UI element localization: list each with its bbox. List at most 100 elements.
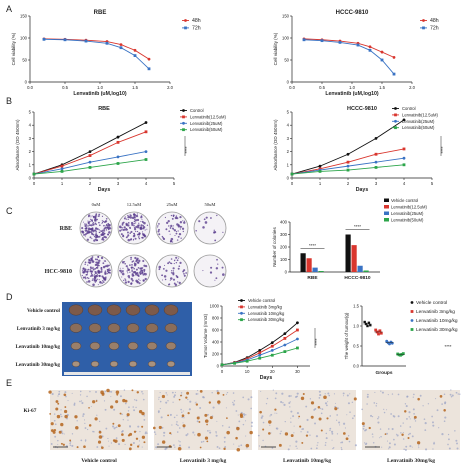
- colony-dot: [176, 239, 179, 241]
- colony-dot: [108, 267, 110, 269]
- colony-dot: [95, 213, 98, 215]
- nucleus-dot: [129, 425, 131, 428]
- nucleus-dot: [362, 427, 365, 430]
- nucleus-dot: [215, 434, 218, 437]
- colony-dot: [180, 237, 182, 239]
- colony-dot: [164, 264, 166, 266]
- nucleus-dot: [383, 408, 385, 410]
- colony-dot: [140, 216, 143, 219]
- colony-dot: [137, 236, 140, 238]
- nucleus-dot: [374, 391, 376, 393]
- stained-nucleus: [268, 432, 271, 435]
- row-label: HCC-9810: [45, 269, 72, 275]
- colony-dot: [175, 231, 178, 233]
- colony-dot: [209, 271, 213, 274]
- nucleus-dot: [450, 395, 453, 398]
- nucleus-dot: [122, 419, 124, 421]
- ihc-image: [362, 390, 460, 450]
- tumor-specimen: [125, 304, 141, 316]
- nucleus-dot: [245, 435, 247, 437]
- colony-dot: [179, 261, 182, 265]
- stained-nucleus: [98, 430, 102, 434]
- colony-dot: [158, 223, 160, 225]
- nucleus-dot: [172, 401, 174, 403]
- nucleus-dot: [366, 393, 369, 396]
- colony-dot: [84, 263, 86, 266]
- colony-dot: [216, 258, 218, 261]
- colony-dot: [106, 264, 109, 268]
- series-line: [303, 38, 395, 58]
- colony-dot: [83, 233, 86, 236]
- tumor-specimen: [166, 360, 175, 368]
- nucleus-dot: [232, 403, 235, 406]
- nucleus-dot: [238, 445, 240, 447]
- data-point: [374, 137, 378, 140]
- nucleus-dot: [404, 448, 407, 451]
- data-point: [270, 349, 274, 352]
- colony-dot: [96, 261, 100, 264]
- nucleus-dot: [365, 442, 368, 445]
- nucleus-dot: [393, 438, 395, 441]
- nucleus-dot: [327, 401, 329, 403]
- nucleus-dot: [293, 425, 295, 427]
- data-point: [338, 41, 342, 44]
- nucleus-dot: [103, 400, 106, 402]
- colony-dot: [82, 230, 84, 232]
- colony-dot: [176, 259, 179, 262]
- y-axis-label: Absorbance (OD 450nm): [15, 119, 20, 171]
- data-point: [133, 48, 137, 52]
- nucleus-dot: [406, 395, 409, 398]
- colony-dot: [87, 220, 89, 222]
- nucleus-dot: [180, 408, 182, 411]
- colony-dot: [128, 276, 131, 279]
- x-tick-label: 1: [61, 181, 64, 186]
- nucleus-dot: [290, 417, 292, 419]
- nucleus-dot: [340, 442, 342, 444]
- stained-nucleus: [69, 439, 72, 442]
- stained-nucleus: [55, 400, 59, 403]
- colony-dot: [96, 258, 99, 260]
- nucleus-dot: [424, 429, 427, 432]
- colony-dot: [82, 276, 85, 279]
- nucleus-dot: [457, 393, 459, 395]
- nucleus-dot: [158, 411, 160, 414]
- colony-dot: [83, 270, 87, 273]
- chart-title: HCCC-9810: [347, 106, 377, 112]
- nucleus-dot: [386, 432, 389, 435]
- y-axis-label: The weight of tumour(g): [344, 312, 349, 359]
- stained-nucleus: [310, 401, 315, 405]
- tumor-specimen: [126, 323, 140, 333]
- tumor-specimen: [106, 304, 122, 316]
- panel-letter-d: D: [6, 292, 13, 302]
- colony-dot: [138, 259, 141, 263]
- data-point: [258, 353, 262, 357]
- colony-dot: [94, 271, 98, 275]
- nucleus-dot: [69, 440, 72, 443]
- colony-dot: [95, 236, 97, 239]
- nucleus-dot: [301, 428, 303, 430]
- nucleus-dot: [134, 399, 136, 401]
- colony-dot: [84, 235, 86, 237]
- colony-dot: [98, 274, 101, 278]
- tumor-group-label: Lenvatinib 10mg/kg: [15, 344, 60, 350]
- colony-dot: [136, 282, 138, 284]
- data-point: [147, 57, 151, 61]
- nucleus-dot: [292, 415, 295, 418]
- nucleus-dot: [404, 403, 407, 405]
- legend-label: 72h: [192, 25, 201, 31]
- nucleus-dot: [309, 434, 311, 436]
- nucleus-dot: [207, 413, 209, 416]
- y-axis-label: Cell viability (%): [273, 32, 278, 65]
- nucleus-dot: [459, 393, 461, 395]
- nucleus-dot: [409, 432, 411, 435]
- colony-dot: [181, 226, 183, 228]
- nucleus-dot: [443, 420, 446, 423]
- colony-dot: [107, 234, 109, 236]
- nucleus-dot: [250, 407, 252, 410]
- data-point: [380, 50, 384, 54]
- colony-dot: [88, 258, 91, 262]
- y-tick-label: 100: [280, 257, 288, 262]
- colony-dot: [135, 222, 137, 224]
- colony-dot: [91, 215, 93, 217]
- nucleus-dot: [215, 431, 217, 433]
